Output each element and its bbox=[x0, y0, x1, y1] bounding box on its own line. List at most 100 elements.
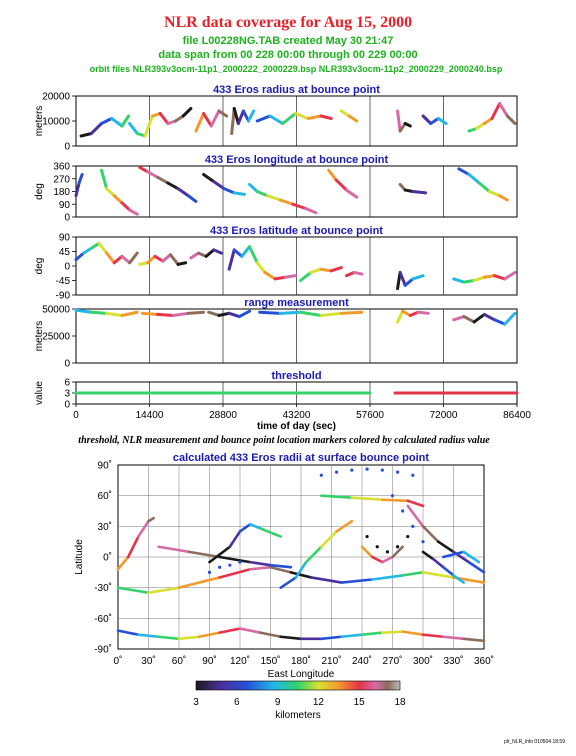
map-dot bbox=[380, 468, 384, 472]
map-dot bbox=[365, 534, 369, 539]
data-stroke bbox=[247, 109, 256, 123]
data-stroke bbox=[482, 312, 497, 322]
data-stroke bbox=[309, 267, 323, 274]
map-track-stroke bbox=[442, 565, 455, 577]
map-dot-track bbox=[365, 534, 410, 554]
map-track-stroke bbox=[436, 540, 455, 554]
map-track-stroke bbox=[259, 527, 282, 538]
map-track bbox=[208, 522, 282, 564]
data-stroke bbox=[304, 207, 318, 215]
map-track-stroke bbox=[126, 535, 140, 559]
data-stroke bbox=[194, 112, 206, 133]
colorbar-tick-label: 6 bbox=[234, 697, 240, 708]
map-track-stroke bbox=[147, 586, 181, 595]
series-segment bbox=[230, 107, 256, 135]
colorbar-tick-label: 18 bbox=[394, 697, 406, 708]
map-ytick-label: -60˚ bbox=[94, 613, 112, 625]
data-stroke bbox=[227, 248, 236, 271]
map-track-stroke bbox=[218, 567, 252, 579]
data-stroke bbox=[416, 310, 430, 315]
data-stroke bbox=[120, 310, 139, 317]
map-track bbox=[116, 516, 155, 571]
data-stroke bbox=[82, 246, 93, 255]
series-segment bbox=[128, 107, 193, 138]
data-stroke bbox=[105, 187, 116, 198]
data-stroke bbox=[217, 311, 231, 317]
map-dot bbox=[390, 494, 395, 498]
data-stroke bbox=[319, 311, 343, 317]
ytick-label: 90 bbox=[59, 233, 71, 244]
map-track-stroke bbox=[116, 629, 140, 636]
map-dot bbox=[375, 545, 379, 549]
ytick-label: 0 bbox=[64, 262, 70, 273]
data-stroke bbox=[467, 173, 481, 185]
series-segment bbox=[398, 182, 428, 195]
data-stroke bbox=[120, 201, 132, 212]
ytick-label: 3 bbox=[64, 389, 70, 400]
map-dot bbox=[218, 565, 222, 569]
panel-1: 433 Eros radius at bounce point meters 200… bbox=[34, 84, 518, 153]
ytick-label: 180 bbox=[53, 187, 70, 198]
map-track bbox=[442, 550, 481, 564]
data-stroke bbox=[482, 117, 494, 125]
map-track bbox=[279, 519, 354, 589]
map-track-stroke bbox=[462, 637, 486, 643]
map-track-stroke bbox=[147, 516, 155, 523]
map-dot bbox=[319, 473, 323, 477]
data-stroke bbox=[120, 254, 132, 265]
xtick-label: 14400 bbox=[136, 410, 164, 421]
data-stroke bbox=[396, 309, 405, 324]
series-segment bbox=[74, 308, 139, 317]
series-segment bbox=[258, 310, 364, 317]
data-stroke bbox=[128, 251, 139, 265]
data-stroke bbox=[472, 275, 486, 282]
map-track-stroke bbox=[248, 560, 272, 567]
series-segment bbox=[345, 270, 364, 278]
map-xtick-label: 120˚ bbox=[230, 655, 250, 667]
map-track bbox=[157, 545, 293, 569]
colorbar-label: kilometers bbox=[275, 710, 321, 721]
data-stroke bbox=[222, 187, 236, 195]
map-track-stroke bbox=[248, 522, 262, 530]
data-stroke bbox=[329, 266, 343, 273]
data-stroke bbox=[120, 114, 131, 128]
data-stroke bbox=[403, 122, 412, 128]
map-track-stroke bbox=[431, 557, 445, 569]
data-stroke bbox=[145, 170, 160, 179]
data-stroke bbox=[273, 275, 287, 281]
series-segment bbox=[339, 109, 359, 123]
map-track-stroke bbox=[208, 545, 232, 564]
colorbar-tick-label: 9 bbox=[275, 697, 281, 708]
ytick-label: 50000 bbox=[42, 305, 70, 316]
data-stroke bbox=[293, 112, 310, 120]
map-track-stroke bbox=[228, 530, 242, 549]
map-track-stroke bbox=[177, 576, 221, 589]
data-stroke bbox=[128, 122, 139, 135]
panel-title: 433 Eros longitude at bounce point bbox=[205, 154, 389, 166]
map-ytick-label: 90˚ bbox=[98, 460, 112, 472]
series-segment bbox=[74, 241, 139, 265]
data-stroke bbox=[212, 248, 223, 255]
series-segment bbox=[227, 245, 297, 281]
map-xtick-label: 240˚ bbox=[352, 655, 372, 667]
data-stroke bbox=[227, 311, 241, 319]
map-xtick-label: 60˚ bbox=[172, 655, 186, 667]
map-track-stroke bbox=[401, 571, 425, 577]
data-stroke bbox=[237, 309, 252, 319]
map-track-stroke bbox=[350, 496, 384, 502]
map-dot bbox=[350, 468, 354, 472]
data-stroke bbox=[472, 312, 486, 324]
data-stroke bbox=[421, 114, 433, 125]
map-track-stroke bbox=[320, 494, 354, 500]
data-stroke bbox=[230, 107, 236, 135]
data-stroke bbox=[498, 194, 509, 202]
data-stroke bbox=[100, 168, 109, 191]
data-stroke bbox=[166, 181, 180, 191]
data-stroke bbox=[462, 315, 476, 324]
map-track-stroke bbox=[391, 545, 404, 559]
map-xtick-label: 30˚ bbox=[141, 655, 155, 667]
data-stroke bbox=[278, 310, 303, 315]
data-stroke bbox=[255, 261, 267, 274]
map-track-stroke bbox=[238, 627, 262, 634]
